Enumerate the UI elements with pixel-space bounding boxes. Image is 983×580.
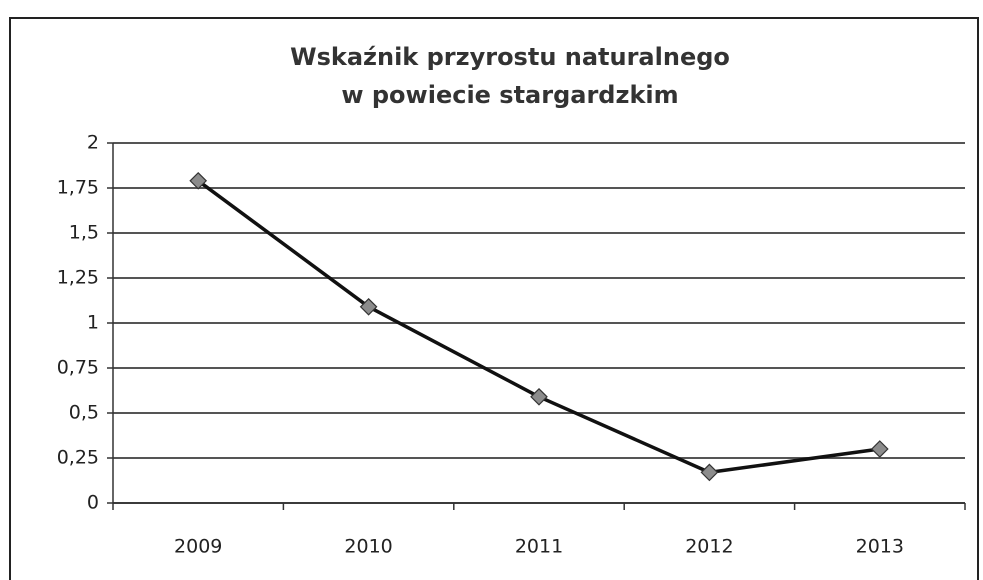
y-tick-label: 0,5 bbox=[69, 402, 99, 424]
data-point bbox=[700, 463, 719, 482]
data-point bbox=[530, 387, 548, 406]
y-tick-label: 0 bbox=[87, 492, 99, 514]
data-point bbox=[189, 171, 208, 190]
x-tick-label: 2013 bbox=[856, 536, 904, 558]
y-tick-label: 1 bbox=[87, 312, 99, 334]
x-tick-label: 2011 bbox=[515, 536, 563, 558]
data-point bbox=[870, 440, 889, 458]
x-tick-label: 2010 bbox=[344, 536, 392, 558]
y-tick-label: 1,25 bbox=[57, 267, 99, 289]
chart-title: Wskaźnik przyrostu naturalnego bbox=[290, 43, 730, 71]
chart-frame bbox=[9, 17, 979, 580]
y-tick-label: 1,5 bbox=[69, 222, 99, 244]
chart-title: w powiecie stargardzkim bbox=[341, 81, 678, 109]
y-tick-label: 0,75 bbox=[57, 357, 99, 379]
y-tick-label: 2 bbox=[87, 132, 99, 154]
x-tick-label: 2009 bbox=[174, 536, 222, 558]
y-tick-label: 0,25 bbox=[57, 447, 99, 469]
y-tick-label: 1,75 bbox=[57, 177, 99, 199]
data-point bbox=[359, 297, 378, 316]
x-tick-label: 2012 bbox=[685, 536, 733, 558]
